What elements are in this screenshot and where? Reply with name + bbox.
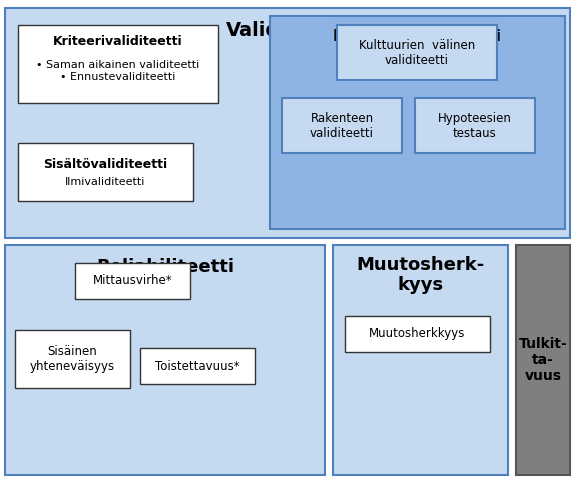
Text: Toistettavuus*: Toistettavuus* [155,359,240,372]
FancyBboxPatch shape [5,245,325,475]
FancyBboxPatch shape [516,245,570,475]
FancyBboxPatch shape [333,245,508,475]
FancyBboxPatch shape [345,316,490,352]
FancyBboxPatch shape [18,143,193,201]
FancyBboxPatch shape [5,8,570,238]
Text: Muutosherk-
kyys: Muutosherk- kyys [356,256,485,294]
Text: Sisältövaliditeetti: Sisältövaliditeetti [44,157,167,171]
Text: Muutosherkkyys: Muutosherkkyys [369,327,466,340]
Text: Validiteetti: Validiteetti [227,21,348,40]
Text: Rakennevaliditeetti: Rakennevaliditeetti [333,29,502,43]
Text: Mittausvirhe*: Mittausvirhe* [93,274,172,287]
Text: Tulkit-
ta-
vuus: Tulkit- ta- vuus [519,337,568,383]
Text: Sisäinen
yhteneväisyys: Sisäinen yhteneväisyys [30,345,115,373]
FancyBboxPatch shape [337,25,497,80]
FancyBboxPatch shape [270,16,565,229]
Text: Kulttuurien  välinen
validiteetti: Kulttuurien välinen validiteetti [359,39,475,66]
Text: Reliabiliteetti: Reliabiliteetti [96,258,234,276]
Text: Rakenteen
validiteetti: Rakenteen validiteetti [310,111,374,140]
FancyBboxPatch shape [140,348,255,384]
Text: Hypoteesien
testaus: Hypoteesien testaus [438,111,512,140]
FancyBboxPatch shape [15,330,130,388]
FancyBboxPatch shape [282,98,402,153]
Text: Kriteerivaliditeetti: Kriteerivaliditeetti [53,34,183,47]
FancyBboxPatch shape [75,263,190,299]
FancyBboxPatch shape [415,98,535,153]
Text: Ilmivaliditeetti: Ilmivaliditeetti [66,177,145,187]
Text: • Saman aikainen validiteetti
• Ennustevaliditeetti: • Saman aikainen validiteetti • Ennustev… [36,60,200,82]
FancyBboxPatch shape [18,25,218,103]
